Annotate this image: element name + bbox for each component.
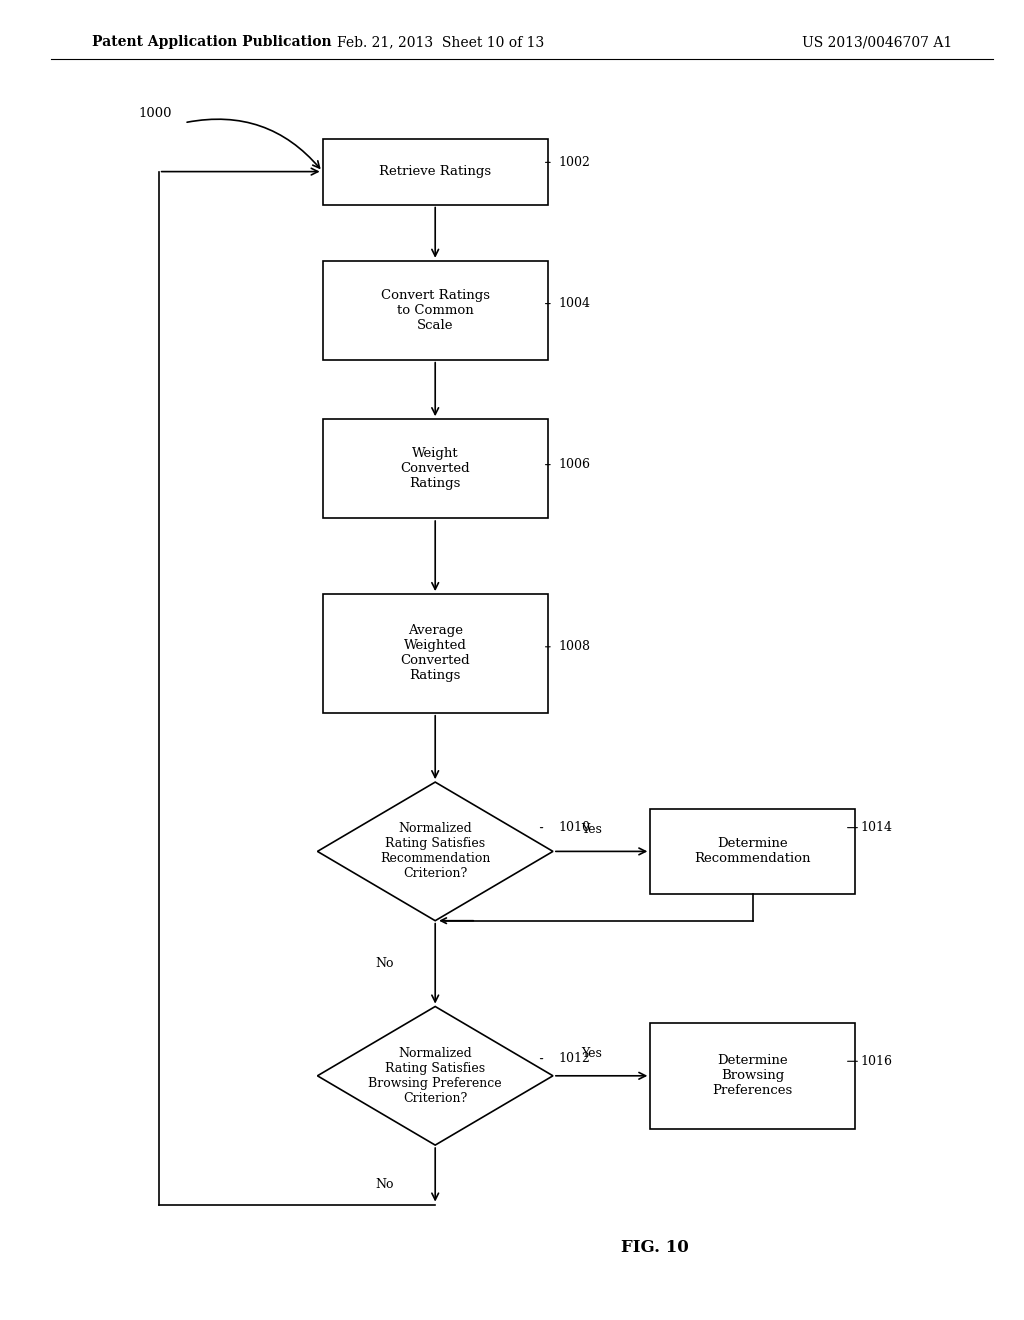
Text: US 2013/0046707 A1: US 2013/0046707 A1 <box>802 36 952 49</box>
Text: Yes: Yes <box>581 822 602 836</box>
Polygon shape <box>317 1006 553 1144</box>
Text: Weight
Converted
Ratings: Weight Converted Ratings <box>400 447 470 490</box>
Text: 1016: 1016 <box>860 1055 892 1068</box>
Text: 1002: 1002 <box>558 156 590 169</box>
Text: No: No <box>376 957 394 970</box>
Text: 1014: 1014 <box>860 821 892 834</box>
Text: FIG. 10: FIG. 10 <box>622 1239 689 1255</box>
FancyBboxPatch shape <box>323 420 548 517</box>
Text: Determine
Recommendation: Determine Recommendation <box>694 837 811 866</box>
Text: Yes: Yes <box>581 1047 602 1060</box>
Polygon shape <box>317 781 553 921</box>
Text: Convert Ratings
to Common
Scale: Convert Ratings to Common Scale <box>381 289 489 331</box>
Text: Retrieve Ratings: Retrieve Ratings <box>379 165 492 178</box>
Text: Normalized
Rating Satisfies
Recommendation
Criterion?: Normalized Rating Satisfies Recommendati… <box>380 822 490 880</box>
Text: Patent Application Publication: Patent Application Publication <box>92 36 332 49</box>
FancyBboxPatch shape <box>323 261 548 359</box>
FancyBboxPatch shape <box>650 1023 855 1129</box>
Text: 1010: 1010 <box>558 821 590 834</box>
Text: 1006: 1006 <box>558 458 590 471</box>
Text: Feb. 21, 2013  Sheet 10 of 13: Feb. 21, 2013 Sheet 10 of 13 <box>337 36 544 49</box>
Text: 1012: 1012 <box>558 1052 590 1065</box>
Text: Determine
Browsing
Preferences: Determine Browsing Preferences <box>713 1055 793 1097</box>
Text: Average
Weighted
Converted
Ratings: Average Weighted Converted Ratings <box>400 624 470 682</box>
FancyBboxPatch shape <box>323 139 548 205</box>
Text: 1008: 1008 <box>558 640 590 653</box>
FancyBboxPatch shape <box>650 808 855 895</box>
FancyBboxPatch shape <box>323 594 548 713</box>
Text: No: No <box>376 1179 394 1191</box>
Text: Normalized
Rating Satisfies
Browsing Preference
Criterion?: Normalized Rating Satisfies Browsing Pre… <box>369 1047 502 1105</box>
Text: 1000: 1000 <box>138 107 172 120</box>
Text: 1004: 1004 <box>558 297 590 310</box>
